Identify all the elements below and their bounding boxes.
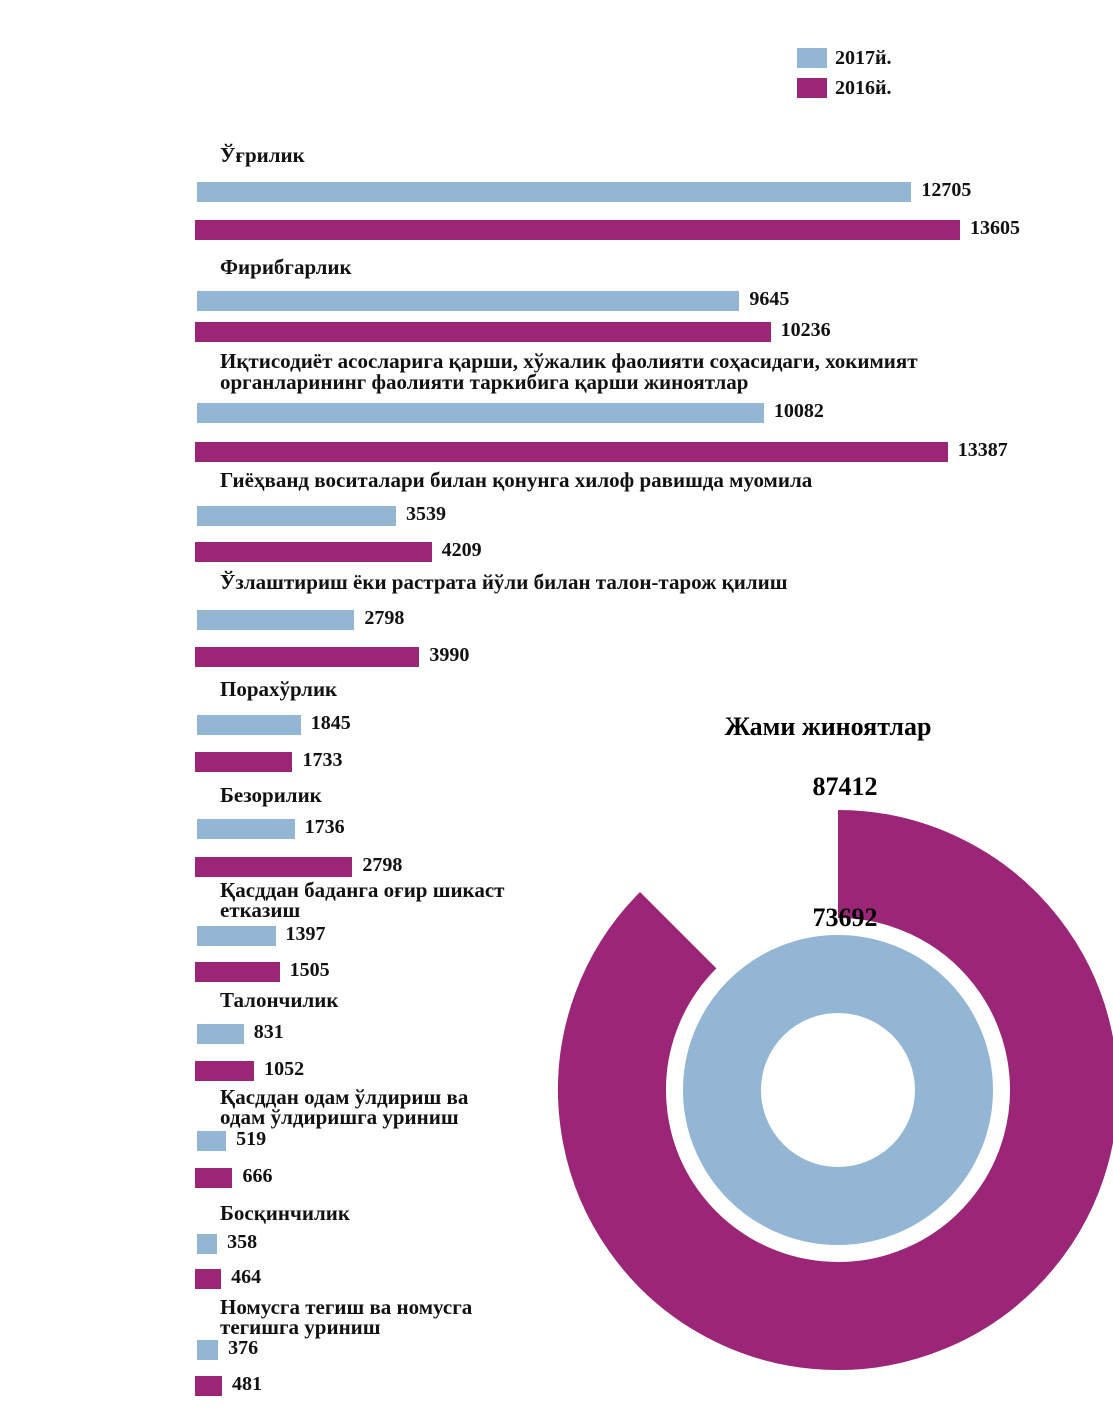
bar	[197, 291, 740, 311]
legend-swatch	[797, 78, 827, 98]
value-label: 1397	[285, 923, 326, 945]
bar	[195, 962, 280, 982]
category-label: Ўғрилик	[220, 143, 305, 167]
bar	[195, 857, 353, 877]
bar	[197, 926, 276, 946]
bar	[197, 1340, 219, 1360]
bar	[197, 610, 355, 630]
value-label: 10082	[773, 400, 824, 422]
category-label: Қасддан баданга оғир шикаст етказиш	[220, 878, 505, 922]
legend-label: 2017й.	[835, 47, 892, 69]
bar	[197, 506, 396, 526]
donut-ring	[683, 935, 993, 1245]
donut-value: 87412	[813, 772, 878, 801]
value-label: 376	[228, 1337, 259, 1359]
bar	[197, 1024, 244, 1044]
bar	[195, 442, 948, 462]
bar	[195, 542, 432, 562]
value-label: 12705	[921, 179, 972, 201]
bar	[197, 1234, 218, 1254]
bar	[195, 647, 420, 667]
bar	[197, 715, 301, 735]
category-label: Гиёҳванд воситалари билан қонунга хилоф …	[220, 468, 813, 492]
category-label: Фирибгарлик	[220, 255, 352, 279]
bar	[197, 819, 295, 839]
bar	[197, 1131, 227, 1151]
value-label: 358	[227, 1231, 258, 1253]
value-label: 2798	[362, 854, 403, 876]
bar	[195, 1061, 255, 1081]
value-label: 1505	[289, 959, 330, 981]
bar	[195, 322, 771, 342]
category-label: Номусга тегиш ва номусга тегишга уриниш	[220, 1295, 473, 1339]
bar	[195, 1269, 222, 1289]
value-label: 9645	[749, 288, 790, 310]
bar	[195, 752, 293, 772]
category-label: Иқтисодиёт асосларига қарши, хўжалик фао…	[220, 349, 918, 394]
value-label: 666	[242, 1165, 273, 1187]
category-label: Талончилик	[220, 988, 339, 1012]
value-label: 831	[253, 1021, 284, 1043]
value-label: 2798	[364, 607, 405, 629]
value-label: 13605	[970, 217, 1020, 239]
value-label: 1052	[264, 1058, 305, 1080]
legend-label: 2016й.	[835, 77, 892, 99]
donut-value: 73692	[813, 903, 878, 932]
category-label: Ўзлаштириш ёки растрата йўли билан талон…	[220, 570, 788, 594]
bar	[195, 1168, 233, 1188]
value-label: 519	[236, 1128, 267, 1150]
category-label: Қасддан одам ўлдириш ва одам ўлдиришга у…	[220, 1085, 469, 1129]
category-label: Порахўрлик	[220, 677, 338, 701]
bar	[195, 1376, 223, 1396]
value-label: 1736	[304, 816, 345, 838]
value-label: 481	[232, 1373, 263, 1395]
value-label: 464	[231, 1266, 262, 1288]
value-label: 3539	[405, 503, 446, 525]
legend-swatch	[797, 48, 827, 68]
value-label: 4209	[441, 539, 482, 561]
bar	[197, 182, 912, 202]
donut-ring	[558, 810, 1113, 1370]
donut-title: Жами жиноятлар	[725, 712, 932, 741]
bar	[197, 403, 764, 423]
value-label: 13387	[957, 439, 1008, 461]
value-label: 1733	[302, 749, 343, 771]
bar	[195, 220, 960, 240]
value-label: 1845	[310, 712, 351, 734]
value-label: 10236	[780, 319, 831, 341]
category-label: Безорилик	[220, 783, 322, 807]
category-label: Босқинчилик	[220, 1201, 350, 1225]
value-label: 3990	[429, 644, 470, 666]
